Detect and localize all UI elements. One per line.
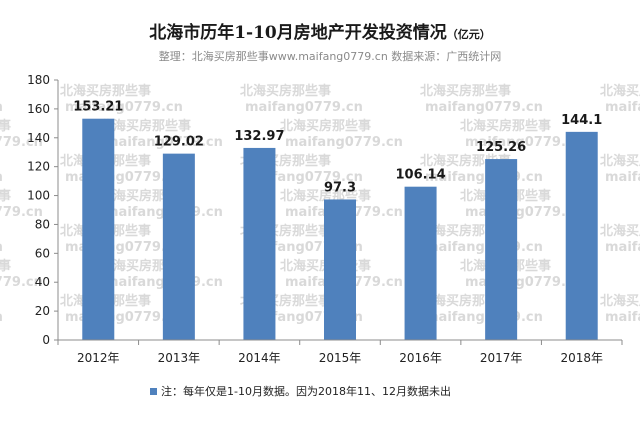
bar [324,199,356,340]
watermark-url: maifang0779.cn [605,170,640,185]
watermark-url: maifang0779.cn [465,205,583,220]
watermark-text: 北海买房那些事 [280,118,371,134]
watermark-text: 北海买房那些事 [100,118,191,134]
watermark-url: maifang0779.cn [605,240,640,255]
bar [82,118,115,341]
watermark-url: maifang0779.cn [0,135,43,150]
watermark-text: 北海买房那些事 [460,118,551,134]
y-tick-label: 80 [35,217,50,231]
x-axis: 2012年 2013年 2014年 2015年 2016年 2017年 2018年 [57,339,623,365]
y-axis: 0 20 40 60 80 100 120 140 160 180 [27,73,59,347]
watermark-url: maifang0779.cn [285,135,403,150]
bars [82,118,598,341]
watermark-text: 北海买房那些事 [600,83,640,99]
bar [485,159,518,340]
watermark-url: maifang0779.cn [245,100,363,115]
watermark-url: maifang0779.cn [0,170,3,185]
x-tick-label: 2018年 [560,351,603,365]
y-tick-label: 100 [27,189,50,203]
bar-value-label: 144.1 [561,113,602,128]
y-tick-label: 180 [27,73,50,87]
chart-title-unit: （亿元） [447,27,491,41]
y-tick-label: 0 [42,333,50,347]
watermark-url: maifang0779.cn [425,310,543,325]
bar-value-label: 97.3 [324,180,356,195]
x-tick-label: 2017年 [480,351,523,365]
watermark-url: maifang0779.cn [425,240,543,255]
watermark-text: 北海买房那些事 [600,153,640,169]
bar-value-label: 129.02 [154,135,204,150]
y-tick-label: 20 [35,304,50,318]
y-tick-label: 120 [27,160,50,174]
watermark-text: 北海买房那些事 [0,188,11,204]
watermark-text: 北海买房那些事 [240,83,331,99]
legend-swatch [150,388,157,395]
x-tick-label: 2013年 [158,351,201,365]
watermark-text: 北海买房那些事 [600,293,640,309]
x-tick-label: 2012年 [77,351,120,365]
x-tick-label: 2015年 [319,351,362,365]
chart-title-text: 北海市历年1-10月房地产开发投资情况 [149,22,447,43]
watermark-url: maifang0779.cn [465,135,583,150]
bar-value-label: 125.26 [476,140,526,155]
watermark-text: 北海买房那些事 [0,118,11,134]
watermark-url: maifang0779.cn [0,275,43,290]
bar [162,153,195,340]
chart-title: 北海市历年1-10月房地产开发投资情况（亿元） [149,22,491,43]
data-labels: 153.21 129.02 132.97 97.3 106.14 125.26 144.1 [73,100,602,196]
bar [404,186,437,340]
watermark-url: maifang0779.cn [0,205,43,220]
bar [565,131,598,340]
y-tick-label: 160 [27,102,50,116]
watermark-text: 北海买房那些事 [60,83,151,99]
legend: 注：每年仅是1-10月数据。因为2018年11、12月数据未出 [150,384,451,398]
chart-subtitle: 整理：北海买房那些事www.maifang0779.cn 数据来源：广西统计网 [159,49,502,63]
watermark-url: maifang0779.cn [605,100,640,115]
y-tick-label: 140 [27,131,50,145]
bar-value-label: 153.21 [73,100,123,115]
watermark-url: maifang0779.cn [465,275,583,290]
watermark-url: maifang0779.cn [0,240,3,255]
y-tick-label: 60 [35,246,50,260]
y-tick-label: 40 [35,275,50,289]
watermark-text: 北海买房那些事 [420,83,511,99]
watermark-url: maifang0779.cn [425,100,543,115]
watermark-url: maifang0779.cn [105,135,223,150]
x-tick-label: 2014年 [238,351,281,365]
x-tick-label: 2016年 [399,351,442,365]
watermark-url: maifang0779.cn [0,100,3,115]
watermark-text: 北海买房那些事 [0,258,11,274]
watermark-url: maifang0779.cn [0,310,3,325]
bar [243,147,276,340]
bar-value-label: 106.14 [395,168,445,183]
watermark-url: maifang0779.cn [65,100,183,115]
watermark-text: 北海买房那些事 [600,223,640,239]
legend-text: 注：每年仅是1-10月数据。因为2018年11、12月数据未出 [161,384,451,398]
bar-value-label: 132.97 [234,129,284,144]
watermark-url: maifang0779.cn [605,310,640,325]
